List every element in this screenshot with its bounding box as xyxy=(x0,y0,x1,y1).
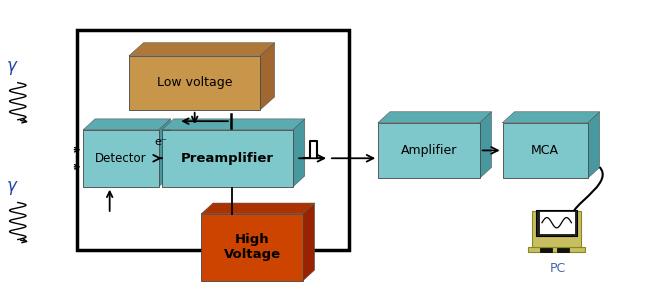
Bar xyxy=(528,247,585,252)
Text: High
Voltage: High Voltage xyxy=(224,233,280,262)
Bar xyxy=(162,130,293,187)
Bar xyxy=(532,211,581,247)
Polygon shape xyxy=(260,43,274,110)
Text: Low voltage: Low voltage xyxy=(157,76,232,89)
Polygon shape xyxy=(303,203,315,281)
Bar xyxy=(201,214,303,281)
Text: MCA: MCA xyxy=(531,144,559,157)
Bar xyxy=(378,123,480,178)
Text: Preamplifier: Preamplifier xyxy=(181,152,274,165)
Polygon shape xyxy=(162,119,305,130)
Bar xyxy=(536,210,577,236)
Bar xyxy=(539,211,574,234)
Text: PC: PC xyxy=(550,262,567,274)
Text: γ: γ xyxy=(7,177,16,195)
Polygon shape xyxy=(378,112,492,123)
Polygon shape xyxy=(588,112,599,178)
Bar xyxy=(540,248,552,252)
Polygon shape xyxy=(129,43,274,56)
Polygon shape xyxy=(293,119,305,187)
Text: γ: γ xyxy=(7,57,16,75)
Bar xyxy=(77,30,349,249)
Polygon shape xyxy=(503,112,599,123)
Text: e⁻: e⁻ xyxy=(154,137,166,147)
Bar xyxy=(503,123,588,178)
Bar xyxy=(129,56,260,110)
Text: Detector: Detector xyxy=(95,152,147,165)
Bar xyxy=(84,130,159,187)
Polygon shape xyxy=(201,203,315,214)
Text: Amplifier: Amplifier xyxy=(401,144,457,157)
Polygon shape xyxy=(159,119,170,187)
Polygon shape xyxy=(84,119,170,130)
Polygon shape xyxy=(480,112,492,178)
Bar xyxy=(557,248,569,252)
